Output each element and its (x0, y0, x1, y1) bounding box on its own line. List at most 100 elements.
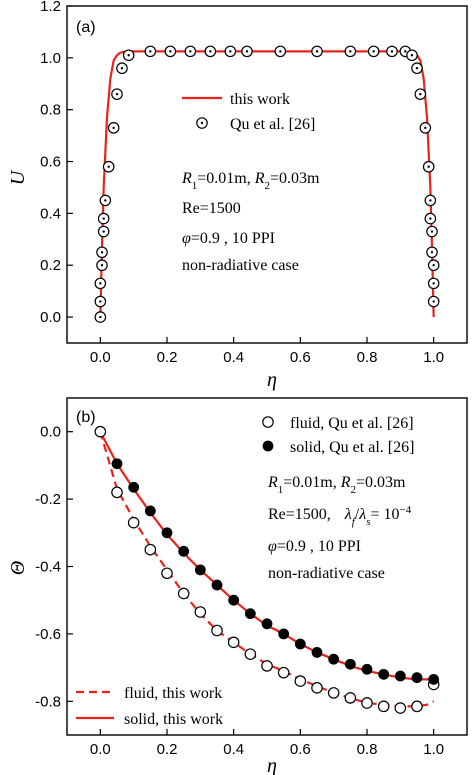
panel-b-x-tick-label: 0.8 (357, 741, 378, 758)
panel-b-point-fluid-qu-et-al-26 (344, 692, 357, 704)
panel-a-point-qu-et-al-26 (102, 160, 115, 173)
panel-a-point-qu-et-al-26 (414, 88, 427, 100)
panel-b-point-solid-qu-et-al-26 (211, 579, 223, 591)
panel-b-point-solid-qu-et-al-26 (328, 653, 340, 665)
panel-b-y-tick-label: -0.6 (35, 626, 61, 643)
panel-b-legend-qu: fluid, Qu et al. [26] solid, Qu et al. [… (262, 415, 414, 456)
panel-a-x-tick-label: 0.0 (90, 349, 111, 366)
panel-b-point-fluid-qu-et-al-26 (227, 636, 240, 649)
panel-a-point-qu-et-al-26 (122, 49, 135, 62)
panel-b-point-solid-qu-et-al-26 (261, 618, 273, 630)
panel-b-reynolds-conductivity: Re=1500, λf/λs= 10−4 (268, 504, 412, 528)
legend-marker-qu (196, 117, 208, 129)
panel-b-point-fluid-qu-et-al-26 (311, 682, 323, 694)
panel-a-point-qu-et-al-26 (94, 277, 107, 290)
legend-label-solid-this-work: solid, this work (124, 711, 223, 728)
panel-a-point-qu-et-al-26 (96, 246, 108, 259)
panel-a-point-qu-et-al-26 (427, 295, 440, 308)
panel-b-point-fluid-qu-et-al-26 (127, 516, 140, 529)
panel-b-x-ticks: 0.0 0.2 0.4 0.6 0.8 1.0 (90, 729, 444, 758)
panel-b-x-tick-label: 0.0 (90, 741, 111, 758)
panel-a-case: non-radiative case (182, 257, 299, 274)
panel-a-y-ticks: 0.0 0.2 0.4 0.6 0.8 1.0 1.2 (40, 0, 73, 326)
panel-a-point-qu-et-al-26 (164, 45, 177, 58)
panel-a-point-qu-et-al-26 (311, 45, 323, 58)
panel-b-point-solid-qu-et-al-26 (311, 647, 323, 658)
panel-b-point-fluid-qu-et-al-26 (177, 587, 190, 600)
panel-b-point-fluid-qu-et-al-26 (277, 666, 290, 679)
panel-a-point-qu-et-al-26 (97, 212, 110, 225)
panel-b-point-solid-qu-et-al-26 (294, 638, 306, 650)
panel-b-point-fluid-qu-et-al-26 (377, 700, 390, 713)
panel-b-point-solid-qu-et-al-26 (228, 594, 240, 606)
panel-a-y-tick-label: 0.0 (40, 309, 61, 326)
panel-a-reynolds: Re=1500 (182, 200, 241, 217)
panel-b-y-ticks: 0.0 -0.2 -0.4 -0.6 -0.8 (35, 424, 73, 710)
panel-a-point-qu-et-al-26 (426, 225, 438, 238)
panel-b-point-fluid-qu-et-al-26 (361, 697, 373, 709)
panel-b-y-axis-title: Θ (7, 561, 29, 575)
panel-b-point-fluid-qu-et-al-26 (94, 425, 107, 438)
legend-label-fluid-this-work: fluid, this work (124, 685, 222, 702)
panel-b-point-solid-qu-et-al-26 (428, 673, 440, 685)
legend-label-solid-qu: solid, Qu et al. [26] (290, 439, 414, 456)
panel-b-series-line-solid-this-work (99, 431, 434, 681)
legend-label-qu: Qu et al. [26] (230, 116, 315, 133)
panel-a: 0.0 0.2 0.4 0.6 0.8 1.0 0.0 0.2 0.4 0.6 0.8 1.0 1.2… (7, 0, 468, 391)
panel-a-point-qu-et-al-26 (427, 259, 440, 272)
panel-b-legend-this-work: fluid, this work solid, this work (76, 685, 223, 728)
panel-b-point-fluid-qu-et-al-26 (294, 675, 307, 687)
panel-a-point-qu-et-al-26 (386, 45, 398, 58)
panel-b-point-solid-qu-et-al-26 (144, 505, 156, 517)
panel-b-point-fluid-qu-et-al-26 (211, 624, 223, 637)
panel-b-point-solid-qu-et-al-26 (344, 658, 356, 670)
panel-a-y-axis-title: U (7, 169, 29, 185)
panel-a-porosity: φ=0.9 , 10 PPI (182, 230, 275, 247)
panel-a-point-qu-et-al-26 (422, 160, 435, 173)
panel-a-x-tick-label: 0.4 (223, 349, 244, 366)
legend-label-this-work: this work (230, 91, 290, 108)
panel-a-radii: R1=0.01m, R2=0.03m (181, 170, 320, 192)
panel-a-x-tick-label: 0.2 (157, 349, 178, 366)
panel-a-point-qu-et-al-26 (406, 49, 418, 62)
panel-a-frame (66, 5, 468, 344)
panel-a-point-qu-et-al-26 (367, 45, 380, 58)
panel-a-point-qu-et-al-26 (427, 277, 440, 290)
panel-a-point-qu-et-al-26 (96, 259, 108, 272)
panel-a-point-qu-et-al-26 (116, 62, 128, 75)
panel-b-label: (b) (76, 409, 96, 426)
panel-b-point-fluid-qu-et-al-26 (411, 700, 423, 713)
panel-a-point-qu-et-al-26 (94, 295, 107, 308)
panel-b-point-solid-qu-et-al-26 (194, 564, 206, 576)
panel-a-point-qu-et-al-26 (274, 45, 287, 58)
panel-b-point-solid-qu-et-al-26 (378, 668, 390, 680)
panel-b-point-fluid-qu-et-al-26 (111, 486, 123, 499)
panel-b-point-fluid-qu-et-al-26 (327, 687, 340, 699)
panel-b-point-solid-qu-et-al-26 (244, 608, 256, 620)
panel-a-point-qu-et-al-26 (204, 45, 217, 58)
panel-b-y-tick-label: -0.4 (35, 559, 61, 576)
panel-a-x-axis-title: η (267, 369, 277, 391)
panel-a-y-tick-label: 1.2 (40, 0, 61, 15)
panel-a-x-ticks: 0.0 0.2 0.4 0.6 0.8 1.0 (90, 337, 444, 366)
panel-a-y-tick-label: 0.8 (40, 102, 61, 119)
panel-a-point-qu-et-al-26 (99, 194, 112, 207)
panel-a-point-qu-et-al-26 (419, 122, 432, 134)
panel-b-point-fluid-qu-et-al-26 (261, 660, 273, 672)
panel-a-point-qu-et-al-26 (184, 45, 197, 58)
panel-a-point-qu-et-al-26 (94, 311, 107, 323)
panel-a-point-qu-et-al-26 (224, 45, 237, 58)
panel-a-point-qu-et-al-26 (107, 122, 120, 134)
panel-b-radii: R1=0.01m, R2=0.03m (267, 474, 406, 496)
panel-b-point-fluid-qu-et-al-26 (194, 606, 207, 618)
panel-a-point-qu-et-al-26 (111, 88, 123, 100)
panel-b-point-fluid-qu-et-al-26 (144, 543, 157, 556)
panel-b-x-axis-title: η (267, 755, 277, 775)
panel-a-point-qu-et-al-26 (97, 225, 110, 238)
panel-a-label: (a) (76, 19, 96, 36)
legend-label-fluid-qu: fluid, Qu et al. [26] (290, 415, 414, 432)
panel-b-point-solid-qu-et-al-26 (161, 527, 173, 539)
panel-b-point-solid-qu-et-al-26 (361, 663, 373, 675)
panel-a-series-line-this-work (99, 50, 435, 318)
